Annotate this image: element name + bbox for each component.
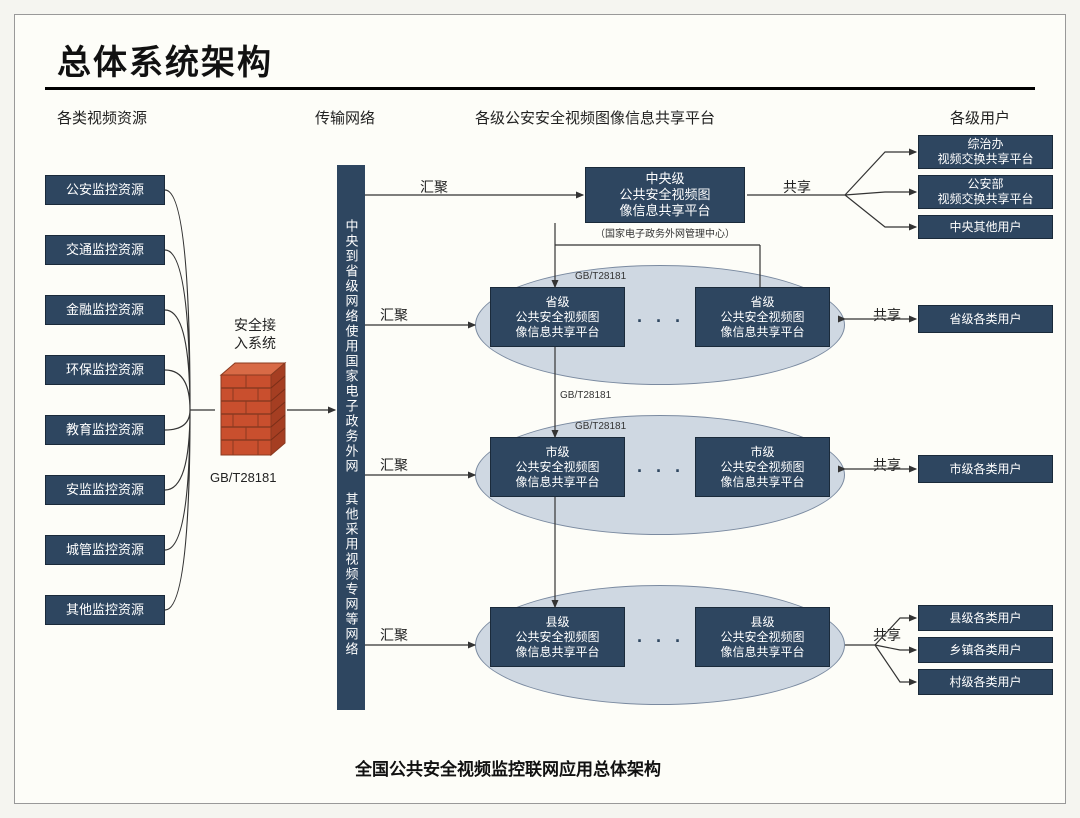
- aggregate-label-province: 汇聚: [380, 305, 408, 325]
- resource-node: 交通监控资源: [45, 235, 165, 265]
- resource-node: 环保监控资源: [45, 355, 165, 385]
- platform-province-1-title: 省级: [545, 295, 569, 310]
- diagram-frame: 总体系统架构 各类视频资源 传输网络 各级公安安全视频图像信息共享平台 各级用户…: [14, 14, 1066, 804]
- platform-province-2-body: 公共安全视频图 像信息共享平台: [720, 310, 804, 340]
- user-central-1: 综治办 视频交换共享平台: [918, 135, 1053, 169]
- platform-county-1-body: 公共安全视频图 像信息共享平台: [515, 630, 599, 660]
- share-label-county: 共享: [873, 625, 901, 645]
- platform-city-1-title: 市级: [545, 445, 569, 460]
- platform-central: 中央级 公共安全视频图 像信息共享平台: [585, 167, 745, 223]
- platform-province-1-body: 公共安全视频图 像信息共享平台: [515, 310, 599, 340]
- network-bar-text-2: 其他采用视频专网等网络: [342, 492, 361, 657]
- user-county-3: 村级各类用户: [918, 669, 1053, 695]
- user-central-3: 中央其他用户: [918, 215, 1053, 239]
- dots-province: · · ·: [637, 311, 685, 332]
- title-underline: [45, 87, 1035, 90]
- footer-caption: 全国公共安全视频监控联网应用总体架构: [355, 755, 661, 780]
- platform-city-1: 市级 公共安全视频图 像信息共享平台: [490, 437, 625, 497]
- firewall-label-1: 安全接: [225, 315, 285, 335]
- resource-node: 其他监控资源: [45, 595, 165, 625]
- platform-central-title: 中央级: [645, 171, 684, 187]
- resource-node: 城管监控资源: [45, 535, 165, 565]
- share-label-province: 共享: [873, 305, 901, 325]
- dots-county: · · ·: [637, 631, 685, 652]
- platform-county-2-body: 公共安全视频图 像信息共享平台: [720, 630, 804, 660]
- platform-province-2: 省级 公共安全视频图 像信息共享平台: [695, 287, 830, 347]
- firewall-label-2: 入系统: [225, 333, 285, 353]
- col-header-network: 传输网络: [315, 107, 375, 128]
- page-title: 总体系统架构: [57, 35, 273, 84]
- resource-node: 安监监控资源: [45, 475, 165, 505]
- aggregate-label-central: 汇聚: [420, 177, 448, 197]
- platform-city-2-body: 公共安全视频图 像信息共享平台: [720, 460, 804, 490]
- platform-province-2-title: 省级: [750, 295, 774, 310]
- dots-city: · · ·: [637, 461, 685, 482]
- user-county-2: 乡镇各类用户: [918, 637, 1053, 663]
- gbt-city: GB/T28181: [575, 421, 626, 432]
- central-note: （国家电子政务外网管理中心）: [595, 225, 735, 240]
- aggregate-label-county: 汇聚: [380, 625, 408, 645]
- col-header-resources: 各类视频资源: [57, 107, 147, 128]
- network-bar-text-1: 中央到省级网络使用国家电子政务外网: [342, 219, 361, 474]
- platform-county-1-title: 县级: [545, 615, 569, 630]
- platform-city-1-body: 公共安全视频图 像信息共享平台: [515, 460, 599, 490]
- firewall-icon: [217, 355, 287, 465]
- user-county-1: 县级各类用户: [918, 605, 1053, 631]
- network-bar: 中央到省级网络使用国家电子政务外网 其他采用视频专网等网络: [337, 165, 365, 710]
- gbt-province: GB/T28181: [575, 271, 626, 282]
- col-header-users: 各级用户: [950, 107, 1010, 128]
- platform-city-2: 市级 公共安全视频图 像信息共享平台: [695, 437, 830, 497]
- platform-city-2-title: 市级: [750, 445, 774, 460]
- firewall-std-label: GB/T28181: [210, 470, 277, 485]
- gbt-mid: GB/T28181: [560, 390, 611, 401]
- aggregate-label-city: 汇聚: [380, 455, 408, 475]
- resource-node: 教育监控资源: [45, 415, 165, 445]
- platform-province-1: 省级 公共安全视频图 像信息共享平台: [490, 287, 625, 347]
- user-province: 省级各类用户: [918, 305, 1053, 333]
- platform-county-1: 县级 公共安全视频图 像信息共享平台: [490, 607, 625, 667]
- user-central-2: 公安部 视频交换共享平台: [918, 175, 1053, 209]
- platform-county-2: 县级 公共安全视频图 像信息共享平台: [695, 607, 830, 667]
- user-city: 市级各类用户: [918, 455, 1053, 483]
- share-label-city: 共享: [873, 455, 901, 475]
- resource-node: 金融监控资源: [45, 295, 165, 325]
- platform-central-body: 公共安全视频图 像信息共享平台: [619, 187, 710, 220]
- platform-county-2-title: 县级: [750, 615, 774, 630]
- share-label-central: 共享: [783, 177, 811, 197]
- resource-node: 公安监控资源: [45, 175, 165, 205]
- col-header-platforms: 各级公安安全视频图像信息共享平台: [475, 107, 715, 128]
